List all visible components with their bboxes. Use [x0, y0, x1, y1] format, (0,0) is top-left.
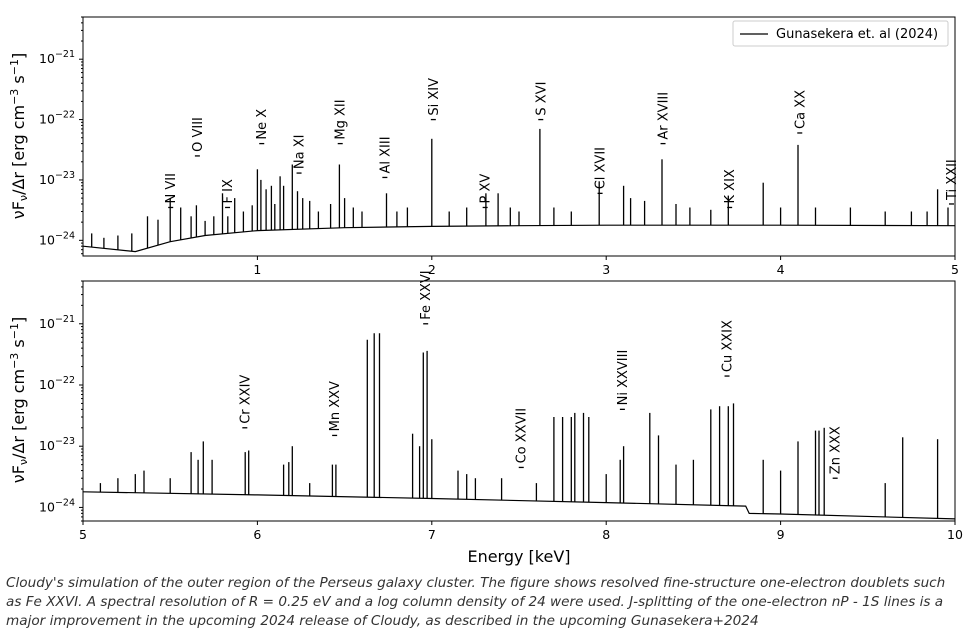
top-xtick-label: 2: [428, 262, 436, 277]
bottom-panel: Cr XXIV Mn XXV Fe XXVI Co XXVII Ni XXVIII Cu …: [8, 270, 963, 566]
top-ylabel-exp2: −1: [8, 59, 21, 75]
ion-label: Al XIII: [378, 136, 393, 173]
spectrum-figure: N VII O VIII F IX Ne X Na XI Mg XII Al XIII Si …: [8, 16, 963, 566]
bottom-xtick-label: 5: [79, 527, 87, 542]
ion-label: Cl XVII: [594, 147, 609, 189]
top-xtick-label: 5: [951, 262, 959, 277]
top-panel: N VII O VIII F IX Ne X Na XI Mg XII Al XIII Si …: [8, 16, 960, 277]
bottom-ylabel-s: s: [9, 339, 28, 352]
bottom-continuum-line: [82, 491, 956, 520]
ion-label: Ca XX: [793, 90, 808, 129]
bottom-ytick-label: 10−23: [39, 436, 75, 453]
legend: Gunasekera et. al (2024): [732, 20, 949, 47]
bottom-yticks-layer: 10−24 10−23 10−22 10−21: [39, 280, 83, 522]
top-ytick-label: 10−23: [39, 170, 75, 187]
bottom-xtick-label: 9: [777, 527, 785, 542]
ion-label: Fe XXVI: [419, 270, 434, 319]
ion-label: N VII: [164, 173, 179, 203]
top-plot-frame: [82, 16, 956, 257]
bottom-xticks-layer: 5 6 7 8 9 10: [79, 521, 963, 542]
top-ylabel-close: ]: [9, 53, 28, 59]
ion-label: Si XIV: [427, 78, 442, 116]
ion-label: Ne X: [255, 109, 270, 140]
bottom-continuum-layer: [82, 491, 956, 520]
ion-label: F IX: [221, 179, 236, 203]
bottom-xtick-label: 7: [428, 527, 436, 542]
ion-label: Cu XXIX: [721, 320, 736, 372]
ion-label: O VIII: [191, 117, 206, 152]
bottom-ylabel-sub: ν: [17, 459, 30, 465]
bottom-ylabel-close: ]: [9, 317, 28, 323]
ion-label: Na XI: [293, 135, 308, 170]
bottom-y-axis-label: νFν/Δr [erg cm−3 s−1]: [8, 317, 30, 483]
ion-label: Mg XII: [334, 99, 349, 139]
top-xtick-label: 3: [602, 262, 610, 277]
ion-label: S XVI: [534, 82, 549, 116]
ion-label: K XIX: [723, 169, 738, 203]
bottom-ylabel-rest: /Δr [erg cm: [9, 369, 28, 459]
top-ytick-label: 10−24: [39, 230, 75, 247]
top-yticks-layer: 10−24 10−23 10−22 10−21: [39, 16, 83, 255]
bottom-ytick-label: 10−21: [39, 314, 75, 331]
bottom-plot-frame: [82, 280, 956, 522]
top-ylabel-s: s: [9, 75, 28, 88]
ion-label: Cr XXIV: [238, 375, 253, 424]
bottom-ions-layer: Cr XXIV Mn XXV Fe XXVI Co XXVII Ni XXVIII Cu …: [238, 270, 844, 479]
top-ylabel-rest: /Δr [erg cm: [9, 105, 28, 195]
bottom-ytick-label: 10−22: [39, 375, 75, 392]
top-ions-layer: N VII O VIII F IX Ne X Na XI Mg XII Al XIII Si …: [164, 78, 960, 209]
top-xtick-label: 4: [777, 262, 785, 277]
ion-label: Zn XXX: [829, 426, 844, 474]
top-ytick-label: 10−21: [39, 49, 75, 66]
top-ylabel-main: νF: [9, 201, 28, 219]
figure-caption: Cloudy's simulation of the outer region …: [6, 575, 946, 629]
bottom-ylabel-main: νF: [9, 465, 28, 483]
ion-label: Ti XXII: [945, 159, 960, 201]
ion-label: Co XXVII: [515, 408, 530, 464]
top-xticks-layer: 1 2 3 4 5: [253, 256, 959, 277]
legend-box: [732, 20, 949, 47]
x-axis-label: Energy [keV]: [467, 547, 570, 566]
bottom-xtick-label: 8: [602, 527, 610, 542]
bottom-ylabel-exp: −3: [8, 353, 21, 369]
top-ylabel-sub: ν: [17, 195, 30, 201]
bottom-lines-layer: [99, 333, 939, 519]
bottom-ytick-label: 10−24: [39, 497, 75, 514]
ion-label: P XV: [479, 174, 494, 204]
legend-label: Gunasekera et. al (2024): [776, 27, 938, 42]
top-ytick-label: 10−22: [39, 110, 75, 127]
bottom-xtick-label: 10: [947, 527, 963, 542]
top-lines-layer: [91, 128, 949, 252]
bottom-xtick-label: 6: [253, 527, 261, 542]
top-y-axis-label: νFν/Δr [erg cm−3 s−1]: [8, 53, 30, 219]
ion-label: Ar XVIII: [657, 92, 672, 140]
bottom-ylabel-exp2: −1: [8, 323, 21, 339]
ion-label: Ni XXVIII: [616, 350, 631, 406]
top-xtick-label: 1: [253, 262, 261, 277]
ion-label: Mn XXV: [328, 381, 343, 431]
top-ylabel-exp: −3: [8, 89, 21, 105]
